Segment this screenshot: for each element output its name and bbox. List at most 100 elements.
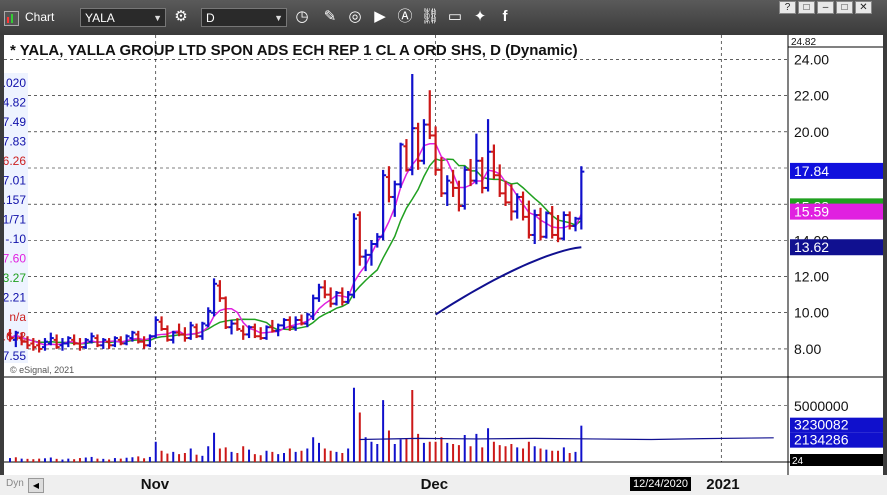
ohlc-bar — [187, 321, 194, 340]
chevron-down-icon[interactable]: ▼ — [153, 13, 162, 23]
detach-button[interactable]: □ — [798, 1, 815, 14]
ohlc-bar — [123, 334, 130, 346]
chart-app-icon — [4, 11, 19, 26]
ohlc-bar — [141, 336, 148, 349]
interval-value: D — [206, 11, 215, 25]
ohlc-bar — [321, 280, 328, 299]
app-label: Chart — [25, 10, 55, 24]
volume-last-tag-text: 3230082 — [794, 417, 849, 433]
interval-input[interactable]: D ▼ — [201, 8, 287, 27]
ohlc-bar — [7, 329, 13, 342]
left-value: -.10 — [5, 232, 26, 246]
play-icon[interactable]: ▶ — [374, 8, 386, 25]
ohlc-bar — [572, 216, 579, 232]
scroll-left-button[interactable]: ◀ — [28, 478, 44, 493]
ohlc-bar — [461, 166, 468, 210]
ohlc-bar — [257, 327, 264, 340]
ohlc-bar — [339, 287, 346, 306]
price-tick-label: 24.00 — [794, 51, 829, 67]
ohlc-bar — [59, 338, 66, 351]
volume-avg-line — [359, 437, 774, 441]
watermark: © eSignal, 2021 — [10, 365, 74, 375]
ohlc-bar — [88, 332, 95, 344]
ohlc-bar — [53, 334, 60, 349]
ohlc-bar — [263, 325, 270, 340]
clock-icon[interactable]: ◷ — [295, 8, 309, 25]
price-tick-label: 8.00 — [794, 341, 821, 357]
last-price-tag-bg — [790, 162, 883, 179]
ohlc-bar — [432, 126, 439, 176]
volume-avg-tag-bg — [790, 432, 883, 448]
help-button[interactable]: ? — [779, 1, 796, 14]
chart-title: * YALA, YALLA GROUP LTD SPON ADS ECH REP… — [10, 42, 578, 59]
ohlc-bar — [543, 211, 550, 239]
left-value: n/a — [9, 310, 26, 324]
ohlc-bar — [531, 209, 538, 244]
ohlc-bar — [30, 338, 37, 351]
ohlc-bar — [269, 319, 276, 333]
ohlc-bar — [356, 211, 363, 266]
ohlc-bar — [170, 330, 177, 344]
volume-bottom-bg — [790, 454, 883, 466]
last-price-tag: 17.84 — [790, 162, 883, 179]
ohlc-bar — [537, 207, 544, 241]
ohlc-bar — [18, 332, 25, 346]
ma-slow-line — [435, 246, 582, 316]
chart-panel[interactable]: * YALA, YALLA GROUP LTD SPON ADS ECH REP… — [0, 35, 883, 475]
volume-last-tag: 3230082 — [790, 417, 883, 433]
ohlc-bar — [76, 338, 83, 351]
ohlc-bar — [374, 233, 381, 248]
ohlc-bar — [65, 336, 72, 348]
left-value-strip: 2.020 4.82 7.49 7.83 6.26 7.01 1.157 1/71 -.10 7.… — [0, 73, 28, 363]
maximize-button[interactable]: □ — [836, 1, 853, 14]
left-value: 7.49 — [4, 115, 26, 129]
last-price-tag-text: 17.84 — [794, 163, 829, 179]
ohlc-bar — [385, 166, 392, 203]
ohlc-bar — [345, 291, 352, 304]
left-value: 2.020 — [4, 76, 26, 90]
volume-last-tag-bg — [790, 417, 883, 433]
ohlc-bar — [508, 184, 515, 221]
link-icon[interactable]: ⛓ — [420, 8, 440, 25]
ohlc-bar — [350, 213, 357, 299]
ohlc-bar — [193, 323, 200, 339]
ohlc-bar — [47, 332, 54, 346]
link-gear-icon[interactable]: ⚙ — [174, 8, 188, 25]
close-button[interactable]: ✕ — [855, 1, 872, 14]
ohlc-bar — [403, 139, 410, 172]
x-axis-label: 2021 — [706, 476, 740, 493]
dyn-label: Dyn — [6, 478, 24, 489]
ohlc-bar — [426, 90, 433, 140]
ohlc-bar — [228, 319, 235, 335]
ohlc-bar — [566, 211, 573, 230]
minimize-button[interactable]: – — [817, 1, 834, 14]
ohlc-bar — [181, 327, 188, 342]
volume-bottom-tag: 24 — [790, 454, 883, 467]
ohlc-bar — [222, 296, 229, 330]
twitter-icon[interactable]: ✦ — [473, 8, 487, 25]
volume-bottom-text: 24 — [792, 456, 804, 467]
comment-icon[interactable]: ▭ — [447, 8, 463, 25]
symbol-value: YALA — [85, 11, 115, 25]
ma-slow-tag-text: 13.62 — [794, 239, 829, 255]
chevron-down-icon[interactable]: ▼ — [274, 13, 283, 23]
alert-icon[interactable]: Ⓐ — [397, 8, 413, 25]
facebook-icon[interactable]: f — [502, 8, 508, 25]
line-study-icon[interactable]: ◎ — [348, 8, 362, 25]
ohlc-bar — [315, 283, 322, 302]
ohlc-bar — [391, 180, 398, 217]
left-value: 7.55 — [4, 349, 26, 363]
symbol-input[interactable]: YALA ▼ — [80, 8, 166, 27]
pencil-icon[interactable]: ✎ — [323, 8, 337, 25]
ohlc-bar — [240, 325, 247, 340]
volume-tick-label: 5000000 — [794, 398, 849, 414]
chart-svg[interactable]: * YALA, YALLA GROUP LTD SPON ADS ECH REP… — [0, 35, 883, 475]
ohlc-bar — [129, 330, 136, 342]
ohlc-bar — [36, 339, 43, 353]
ohlc-bar — [397, 142, 404, 188]
ohlc-bar — [292, 316, 299, 331]
ohlc-bar — [176, 323, 183, 337]
ohlc-bar — [234, 318, 241, 331]
ohlc-bar — [455, 180, 462, 212]
left-value: 7.60 — [4, 252, 26, 266]
